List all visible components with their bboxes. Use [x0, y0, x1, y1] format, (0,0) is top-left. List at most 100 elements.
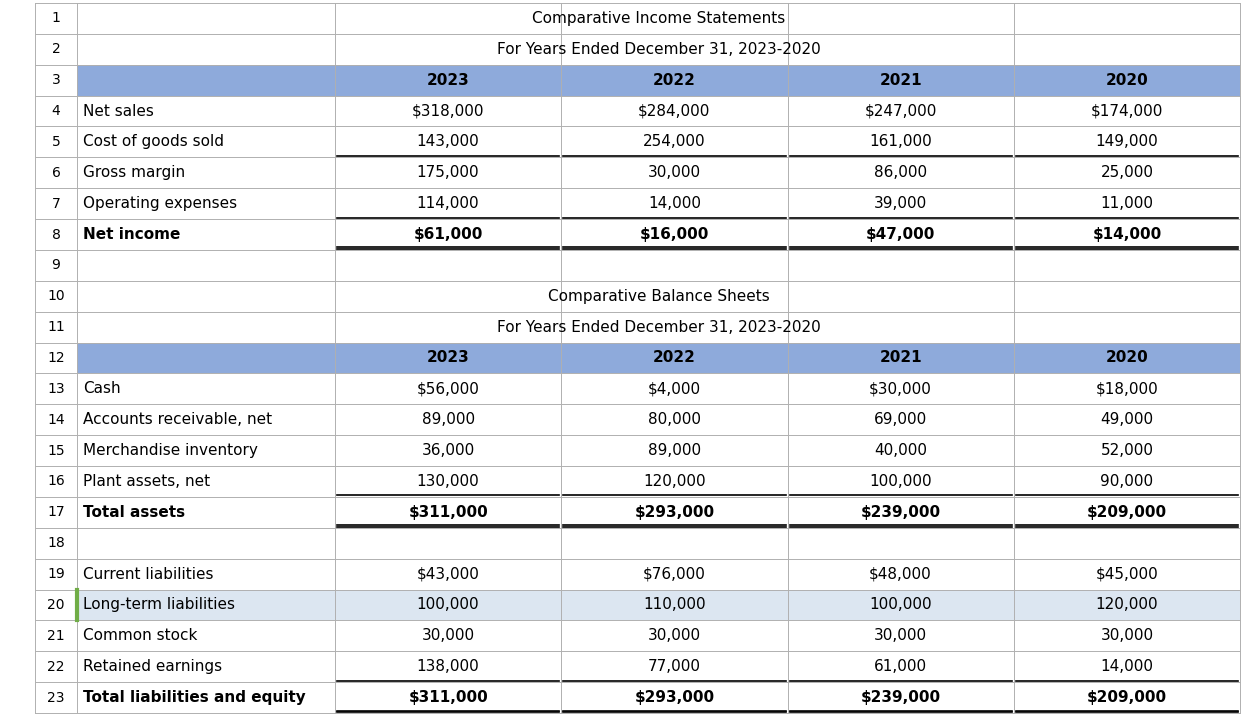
Bar [35, 281, 77, 312]
Text: 2: 2 [51, 42, 60, 56]
Text: 100,000: 100,000 [870, 474, 932, 489]
Text: $311,000: $311,000 [408, 505, 488, 520]
Bar [35, 466, 77, 497]
Text: For Years Ended December 31, 2023-2020: For Years Ended December 31, 2023-2020 [497, 320, 820, 335]
Text: Comparative Balance Sheets: Comparative Balance Sheets [548, 289, 769, 304]
Text: $43,000: $43,000 [417, 566, 479, 581]
Bar [35, 281, 1241, 312]
Text: 40,000: 40,000 [874, 443, 927, 458]
Text: Long-term liabilities: Long-term liabilities [84, 598, 235, 613]
Bar [35, 342, 77, 373]
Text: 2020: 2020 [1106, 73, 1148, 88]
Text: 10: 10 [47, 290, 65, 303]
Bar [35, 590, 1241, 621]
Text: $45,000: $45,000 [1096, 566, 1158, 581]
Bar [35, 312, 77, 342]
Text: Net income: Net income [84, 227, 181, 242]
Text: Accounts receivable, net: Accounts receivable, net [84, 413, 272, 428]
Text: 2023: 2023 [427, 350, 469, 365]
Bar [35, 219, 77, 250]
Text: $174,000: $174,000 [1091, 104, 1163, 119]
Text: $4,000: $4,000 [648, 381, 701, 396]
Bar [35, 65, 1241, 96]
Text: For Years Ended December 31, 2023-2020: For Years Ended December 31, 2023-2020 [497, 41, 820, 56]
Text: Merchandise inventory: Merchandise inventory [84, 443, 258, 458]
Text: 22: 22 [47, 660, 65, 674]
Text: 120,000: 120,000 [643, 474, 705, 489]
Text: 2022: 2022 [653, 73, 696, 88]
Text: 15: 15 [47, 443, 65, 458]
Text: Retained earnings: Retained earnings [84, 659, 222, 674]
Text: 23: 23 [47, 691, 65, 704]
Text: $61,000: $61,000 [413, 227, 483, 242]
Bar [35, 435, 77, 466]
Text: $318,000: $318,000 [412, 104, 484, 119]
Bar [35, 34, 1241, 65]
Text: 120,000: 120,000 [1096, 598, 1158, 613]
Text: Net sales: Net sales [84, 104, 154, 119]
Bar [35, 651, 77, 682]
Text: 114,000: 114,000 [417, 196, 479, 211]
Text: Common stock: Common stock [84, 628, 197, 644]
Text: 30,000: 30,000 [1101, 628, 1153, 644]
Bar [35, 312, 1241, 342]
Bar [35, 188, 77, 219]
Text: 21: 21 [47, 628, 65, 643]
Text: Comparative Income Statements: Comparative Income Statements [532, 11, 785, 26]
Bar [35, 65, 77, 96]
Text: Total liabilities and equity: Total liabilities and equity [84, 690, 306, 705]
Text: $16,000: $16,000 [640, 227, 709, 242]
Text: 2022: 2022 [653, 350, 696, 365]
Text: $247,000: $247,000 [865, 104, 937, 119]
Text: 90,000: 90,000 [1101, 474, 1153, 489]
Text: 3: 3 [51, 73, 60, 87]
Text: $209,000: $209,000 [1087, 690, 1167, 705]
Bar [35, 250, 1241, 281]
Bar [35, 497, 77, 528]
Bar [35, 404, 77, 435]
Text: $47,000: $47,000 [866, 227, 935, 242]
Text: 2023: 2023 [427, 73, 469, 88]
Text: 130,000: 130,000 [417, 474, 479, 489]
Bar [35, 528, 1241, 558]
Bar [35, 188, 1241, 219]
Text: 138,000: 138,000 [417, 659, 479, 674]
Text: 30,000: 30,000 [874, 628, 927, 644]
Bar [35, 466, 1241, 497]
Text: $293,000: $293,000 [634, 505, 714, 520]
Bar [35, 250, 77, 281]
Text: 80,000: 80,000 [648, 413, 701, 428]
Text: 36,000: 36,000 [422, 443, 474, 458]
Text: 25,000: 25,000 [1101, 165, 1153, 180]
Text: 11: 11 [47, 320, 65, 334]
Text: 30,000: 30,000 [422, 628, 474, 644]
Text: Plant assets, net: Plant assets, net [84, 474, 210, 489]
Text: 69,000: 69,000 [874, 413, 927, 428]
Text: Cash: Cash [84, 381, 121, 396]
Text: 2020: 2020 [1106, 350, 1148, 365]
Text: 19: 19 [47, 567, 65, 581]
Bar [35, 497, 1241, 528]
Text: 161,000: 161,000 [870, 134, 932, 149]
Text: 6: 6 [51, 166, 60, 179]
Text: 86,000: 86,000 [874, 165, 927, 180]
Text: $48,000: $48,000 [870, 566, 932, 581]
Bar [35, 96, 77, 127]
Text: 254,000: 254,000 [643, 134, 705, 149]
Bar [35, 621, 77, 651]
Text: $239,000: $239,000 [861, 505, 941, 520]
Text: 16: 16 [47, 475, 65, 488]
Bar [35, 373, 77, 404]
Bar [35, 528, 77, 558]
Bar [35, 682, 1241, 713]
Bar [35, 342, 1241, 373]
Text: 7: 7 [51, 197, 60, 211]
Text: 61,000: 61,000 [874, 659, 927, 674]
Text: 49,000: 49,000 [1101, 413, 1153, 428]
Text: 2021: 2021 [880, 73, 922, 88]
Text: 30,000: 30,000 [648, 628, 701, 644]
Text: $30,000: $30,000 [869, 381, 932, 396]
Text: $293,000: $293,000 [634, 690, 714, 705]
Text: 149,000: 149,000 [1096, 134, 1158, 149]
Text: 30,000: 30,000 [648, 165, 701, 180]
